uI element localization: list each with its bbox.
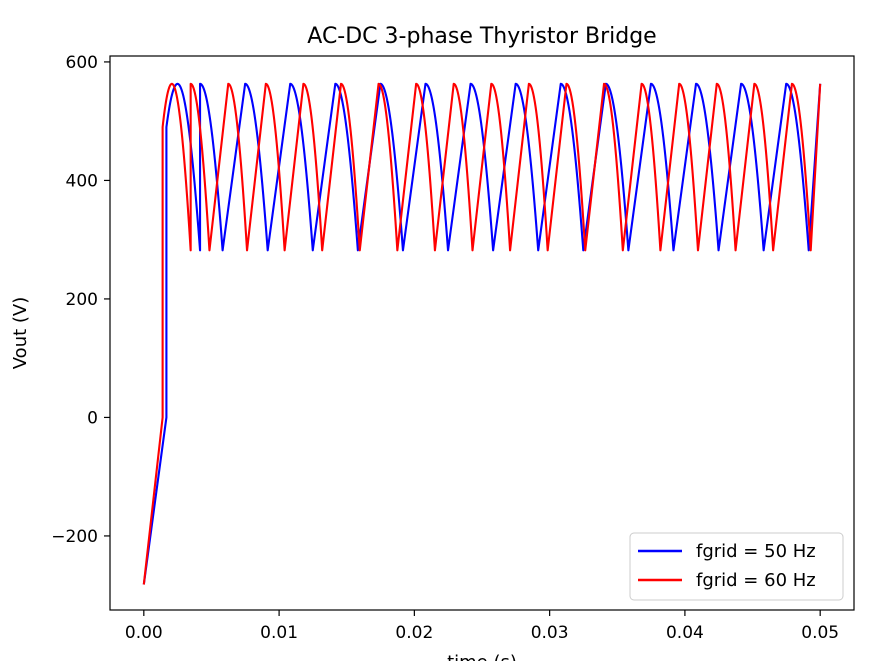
x-tick-label: 0.00: [125, 623, 163, 643]
plot-frame: [109, 55, 855, 611]
chart-title: AC-DC 3-phase Thyristor Bridge: [307, 24, 656, 49]
legend-label: fgrid = 60 Hz: [696, 570, 816, 591]
x-tick-label: 0.05: [801, 623, 839, 643]
legend-box: [629, 532, 844, 601]
legend-label: fgrid = 50 Hz: [696, 541, 816, 562]
series-line-1: [142, 82, 822, 585]
y-tick-label: 200: [66, 290, 98, 310]
x-tick-label: 0.03: [531, 623, 569, 643]
y-tick-label: −200: [51, 527, 98, 547]
y-tick-label: 0: [87, 408, 98, 428]
y-tick-label: 600: [66, 53, 98, 73]
series-line-2: [142, 82, 822, 585]
y-tick-label: 400: [66, 171, 98, 191]
x-axis-label: time (s): [447, 652, 517, 661]
x-tick-label: 0.02: [395, 623, 433, 643]
legend: fgrid = 50 Hz fgrid = 60 Hz: [629, 532, 844, 601]
x-axis: 0.00 0.01 0.02 0.03 0.04 0.05: [125, 610, 839, 643]
x-tick-label: 0.04: [666, 623, 704, 643]
y-axis-label: Vout (V): [10, 297, 31, 369]
y-axis: −200 0 200 400 600: [51, 53, 110, 547]
x-tick-label: 0.01: [260, 623, 298, 643]
series-layer: [142, 82, 822, 585]
